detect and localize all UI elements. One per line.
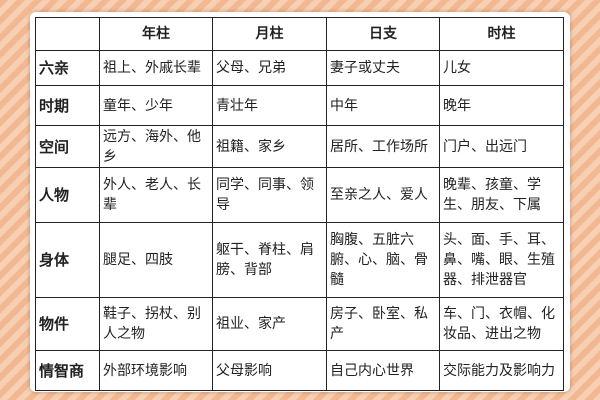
header-corner [35,17,100,51]
table-cell: 妻子或丈夫 [326,50,440,86]
table-cell: 儿女 [439,50,564,86]
table-cell: 外人、老人、长辈 [99,167,213,223]
table-cell: 胸腹、五脏六腑、心、脑、骨髓 [326,222,440,298]
table-row: 六亲 祖上、外戚长辈 父母、兄弟 妻子或丈夫 儿女 [35,50,564,86]
table-row: 物件 鞋子、拐杖、别人之物 祖业、家产 房子、卧室、私产 车、门、衣帽、化妆品、进出之物 [35,297,564,351]
table-row: 人物 外人、老人、长辈 同学、同事、领导 至亲之人、爱人 晚辈、孩童、学生、朋友、下属 [35,167,564,223]
table-row: 空间 远方、海外、他乡 祖籍、家乡 居所、工作场所 门户、出远门 [35,125,564,168]
table-cell: 自己内心世界 [326,350,440,391]
pillars-table: 年柱 月柱 日支 时柱 六亲 祖上、外戚长辈 父母、兄弟 妻子或丈夫 儿女 时期 童年、少年… [35,17,564,391]
table-row: 情智商 外部环境影响 父母影响 自己内心世界 交际能力及影响力 [35,350,564,391]
table-cell: 青壮年 [212,85,327,126]
row-label: 物件 [35,297,100,351]
table-cell: 童年、少年 [99,85,213,126]
table-cell: 至亲之人、爱人 [326,167,440,223]
row-label: 空间 [35,125,100,168]
table-cell: 祖上、外戚长辈 [99,50,213,86]
table-cell: 腿足、四肢 [99,222,213,298]
row-label: 时期 [35,85,100,126]
header-day-branch: 日支 [326,17,440,51]
table-cell: 父母影响 [212,350,327,391]
table-cell: 头、面、手、耳、鼻、嘴、眼、生殖器、排泄器官 [439,222,564,298]
row-label: 人物 [35,167,100,223]
table-cell: 躯干、脊柱、肩膀、背部 [212,222,327,298]
table-cell: 祖业、家产 [212,297,327,351]
header-year-pillar: 年柱 [99,17,213,51]
table-cell: 居所、工作场所 [326,125,440,168]
row-label: 六亲 [35,50,100,86]
table-cell: 晚辈、孩童、学生、朋友、下属 [439,167,564,223]
table-row: 身体 腿足、四肢 躯干、脊柱、肩膀、背部 胸腹、五脏六腑、心、脑、骨髓 头、面、手、耳、… [35,222,564,298]
table-cell: 同学、同事、领导 [212,167,327,223]
table-cell: 外部环境影响 [99,350,213,391]
table-cell: 晚年 [439,85,564,126]
table-cell: 鞋子、拐杖、别人之物 [99,297,213,351]
table-cell: 父母、兄弟 [212,50,327,86]
header-hour-pillar: 时柱 [439,17,564,51]
table-row: 时期 童年、少年 青壮年 中年 晚年 [35,85,564,126]
row-label: 身体 [35,222,100,298]
table-cell: 门户、出远门 [439,125,564,168]
header-month-pillar: 月柱 [212,17,327,51]
row-label: 情智商 [35,350,100,391]
header-row: 年柱 月柱 日支 时柱 [35,17,564,51]
table-cell: 房子、卧室、私产 [326,297,440,351]
table-cell: 中年 [326,85,440,126]
table-cell: 祖籍、家乡 [212,125,327,168]
table-cell: 远方、海外、他乡 [99,125,213,168]
table-cell: 车、门、衣帽、化妆品、进出之物 [439,297,564,351]
table-cell: 交际能力及影响力 [439,350,564,391]
